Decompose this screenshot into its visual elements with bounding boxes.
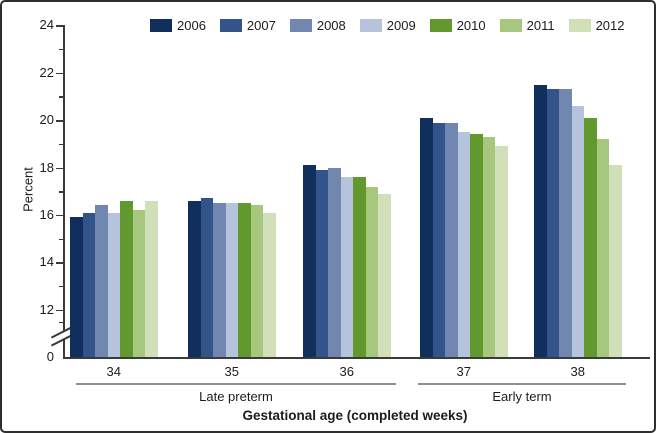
legend-label: 2006 bbox=[177, 18, 206, 33]
group-rule bbox=[76, 383, 396, 385]
y-axis-tick-label: 14 bbox=[39, 254, 54, 270]
bar-2010-wk36 bbox=[353, 177, 366, 358]
bar-2007-wk35 bbox=[200, 198, 213, 358]
bar-2008-wk35 bbox=[213, 203, 226, 358]
y-axis-tick-label: 12 bbox=[39, 301, 54, 317]
bar-2011-wk36 bbox=[365, 186, 378, 358]
bar-2010-wk37 bbox=[470, 134, 483, 358]
y-axis-tick-label: 22 bbox=[39, 64, 54, 80]
y-axis-title: Percent bbox=[20, 167, 36, 212]
group-rule bbox=[418, 383, 626, 385]
bar-2009-wk34 bbox=[107, 212, 120, 358]
y-axis-minor-tick bbox=[59, 322, 64, 324]
bar-2011-wk35 bbox=[250, 205, 263, 358]
y-axis-tick-label: 16 bbox=[39, 206, 54, 222]
legend-item: 2008 bbox=[289, 18, 346, 33]
legend-label: 2012 bbox=[595, 18, 625, 33]
y-axis-tick bbox=[56, 262, 64, 264]
x-axis-category-label: 34 bbox=[106, 364, 121, 379]
legend-item: 2006 bbox=[150, 18, 206, 33]
legend-label: 2009 bbox=[386, 18, 416, 33]
x-axis-line bbox=[63, 357, 650, 359]
y-axis-minor-tick bbox=[59, 238, 64, 240]
legend-swatch bbox=[499, 19, 522, 32]
legend-item: 2007 bbox=[219, 18, 276, 33]
legend-label: 2008 bbox=[316, 18, 346, 33]
y-axis-minor-tick bbox=[59, 49, 64, 51]
legend-label: 2010 bbox=[456, 18, 486, 33]
bar-2012-wk36 bbox=[378, 193, 391, 358]
group-label: Late preterm bbox=[199, 389, 273, 404]
bar-2008-wk36 bbox=[328, 167, 341, 358]
y-axis-minor-tick bbox=[59, 143, 64, 146]
bar-2006-wk35 bbox=[188, 200, 201, 358]
bar-2011-wk37 bbox=[482, 136, 495, 358]
bar-2008-wk37 bbox=[445, 122, 458, 358]
bar-2007-wk37 bbox=[432, 122, 445, 358]
bar-2007-wk34 bbox=[82, 212, 95, 358]
bar-2012-wk35 bbox=[263, 212, 276, 358]
legend-item: 2009 bbox=[359, 18, 416, 33]
bar-2009-wk38 bbox=[571, 105, 584, 358]
legend-swatch bbox=[429, 19, 452, 32]
bar-2010-wk34 bbox=[120, 200, 133, 358]
y-axis-tick bbox=[56, 167, 64, 170]
bar-2006-wk37 bbox=[420, 117, 433, 358]
y-axis-tick bbox=[56, 72, 64, 75]
x-axis-category-label: 36 bbox=[339, 364, 354, 379]
legend: 2006 2007 2008 2009 2010 2011 2012 bbox=[150, 18, 625, 33]
bar-2010-wk35 bbox=[238, 203, 251, 358]
bar-2009-wk37 bbox=[457, 131, 470, 358]
bar-2011-wk38 bbox=[596, 139, 609, 358]
y-axis-zero-label: 0 bbox=[46, 349, 54, 365]
legend-item: 2010 bbox=[429, 18, 486, 33]
legend-swatch bbox=[568, 19, 591, 32]
legend-swatch bbox=[289, 19, 312, 32]
legend-label: 2007 bbox=[246, 18, 276, 33]
bar-2009-wk35 bbox=[225, 203, 238, 358]
y-axis-tick bbox=[56, 120, 64, 122]
legend-label: 2011 bbox=[526, 18, 555, 33]
bar-2012-wk37 bbox=[495, 146, 508, 358]
bar-2006-wk36 bbox=[303, 165, 316, 358]
bar-2010-wk38 bbox=[584, 117, 597, 358]
x-axis-title: Gestational age (completed weeks) bbox=[242, 408, 468, 423]
legend-swatch bbox=[219, 19, 242, 32]
legend-item: 2012 bbox=[568, 18, 625, 33]
y-axis-tick-label: 20 bbox=[39, 112, 54, 128]
x-axis-category-label: 38 bbox=[570, 364, 585, 379]
legend-swatch bbox=[359, 19, 382, 32]
y-axis-minor-tick bbox=[59, 286, 64, 288]
y-axis-minor-tick bbox=[59, 191, 64, 193]
y-axis-minor-tick bbox=[59, 96, 64, 98]
bar-2012-wk38 bbox=[609, 165, 622, 358]
bar-2011-wk34 bbox=[132, 210, 145, 358]
bar-2007-wk36 bbox=[315, 169, 328, 358]
bar-2012-wk34 bbox=[145, 200, 158, 358]
axis-break-gap bbox=[61, 332, 67, 339]
x-axis-category-label: 37 bbox=[456, 364, 471, 379]
legend-item: 2011 bbox=[499, 18, 555, 33]
y-axis-tick bbox=[56, 25, 64, 27]
y-axis-tick-label: 24 bbox=[39, 17, 54, 33]
bar-2008-wk34 bbox=[95, 205, 108, 358]
y-axis-tick bbox=[56, 309, 64, 312]
group-label: Early term bbox=[492, 389, 552, 404]
y-axis-tick bbox=[56, 214, 64, 217]
bar-2007-wk38 bbox=[546, 89, 559, 358]
y-axis-tick-label: 18 bbox=[39, 159, 54, 175]
bar-2008-wk38 bbox=[559, 89, 572, 358]
x-axis-category-label: 35 bbox=[224, 364, 239, 379]
legend-swatch bbox=[150, 19, 172, 32]
bar-2006-wk38 bbox=[534, 84, 547, 358]
bar-2006-wk34 bbox=[70, 217, 83, 358]
bar-2009-wk36 bbox=[340, 177, 353, 358]
